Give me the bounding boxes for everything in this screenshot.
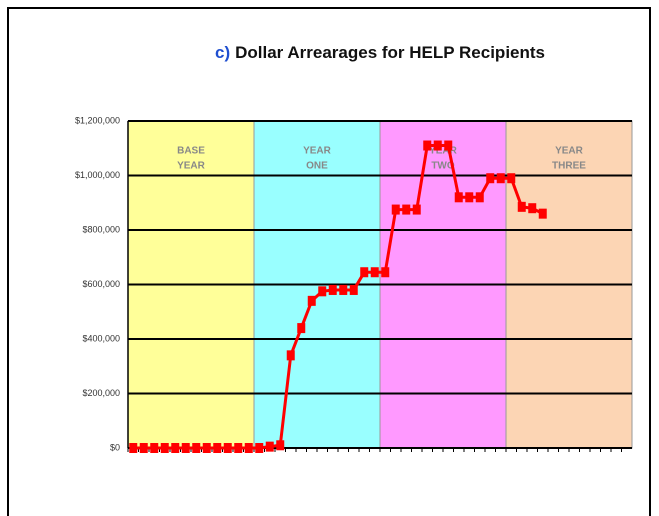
y-tick-label: $400,000 bbox=[82, 333, 120, 343]
data-marker bbox=[349, 284, 358, 295]
data-marker bbox=[444, 140, 453, 151]
band-label: YEAR bbox=[303, 146, 332, 157]
title-prefix: c) bbox=[215, 43, 230, 62]
band-label: ONE bbox=[306, 161, 328, 172]
chart-title: c) Dollar Arrearages for HELP Recipients bbox=[215, 43, 545, 62]
data-marker bbox=[181, 443, 190, 453]
title-text: Dollar Arrearages for HELP Recipients bbox=[235, 43, 545, 62]
data-marker bbox=[360, 267, 369, 278]
data-marker bbox=[171, 443, 180, 453]
data-marker bbox=[475, 192, 484, 203]
data-marker bbox=[391, 204, 400, 215]
data-marker bbox=[496, 173, 505, 184]
data-marker bbox=[202, 443, 211, 453]
data-marker bbox=[318, 286, 327, 297]
data-marker bbox=[328, 284, 337, 295]
data-marker bbox=[507, 173, 516, 184]
data-marker bbox=[423, 140, 432, 151]
data-marker bbox=[412, 204, 421, 215]
data-marker bbox=[276, 440, 285, 451]
data-marker bbox=[528, 203, 537, 214]
data-marker bbox=[538, 208, 547, 219]
data-marker bbox=[465, 192, 474, 203]
y-tick-label: $0 bbox=[110, 442, 120, 452]
data-marker bbox=[381, 267, 390, 278]
data-marker bbox=[255, 443, 264, 453]
band-label: BASE bbox=[177, 146, 205, 157]
y-tick-label: $800,000 bbox=[82, 224, 120, 234]
data-marker bbox=[402, 204, 411, 215]
data-marker bbox=[339, 284, 348, 295]
band-label: YEAR bbox=[555, 146, 584, 157]
data-marker bbox=[454, 192, 463, 203]
data-line bbox=[133, 144, 544, 450]
y-tick-label: $600,000 bbox=[82, 279, 120, 289]
y-tick-label: $200,000 bbox=[82, 388, 120, 398]
y-tick-label: $1,000,000 bbox=[75, 170, 120, 180]
y-tick-label: $1,200,000 bbox=[75, 115, 120, 125]
band-label: TWO bbox=[431, 161, 455, 172]
data-marker bbox=[213, 443, 222, 453]
data-marker bbox=[150, 443, 159, 453]
data-marker bbox=[486, 173, 495, 184]
band-label: YEAR bbox=[429, 146, 458, 157]
data-marker bbox=[139, 443, 148, 453]
data-marker bbox=[433, 140, 442, 151]
data-marker bbox=[234, 443, 243, 453]
data-marker bbox=[129, 443, 138, 453]
data-marker bbox=[307, 295, 316, 306]
band-label: THREE bbox=[552, 161, 586, 172]
data-marker bbox=[517, 201, 526, 212]
data-marker bbox=[265, 441, 274, 452]
band-label: YEAR bbox=[177, 161, 206, 172]
data-marker bbox=[370, 267, 379, 278]
data-marker bbox=[286, 350, 295, 361]
data-marker bbox=[223, 443, 232, 453]
data-marker bbox=[244, 443, 253, 453]
data-marker bbox=[192, 443, 201, 453]
data-marker bbox=[297, 323, 306, 334]
data-marker bbox=[160, 443, 169, 453]
